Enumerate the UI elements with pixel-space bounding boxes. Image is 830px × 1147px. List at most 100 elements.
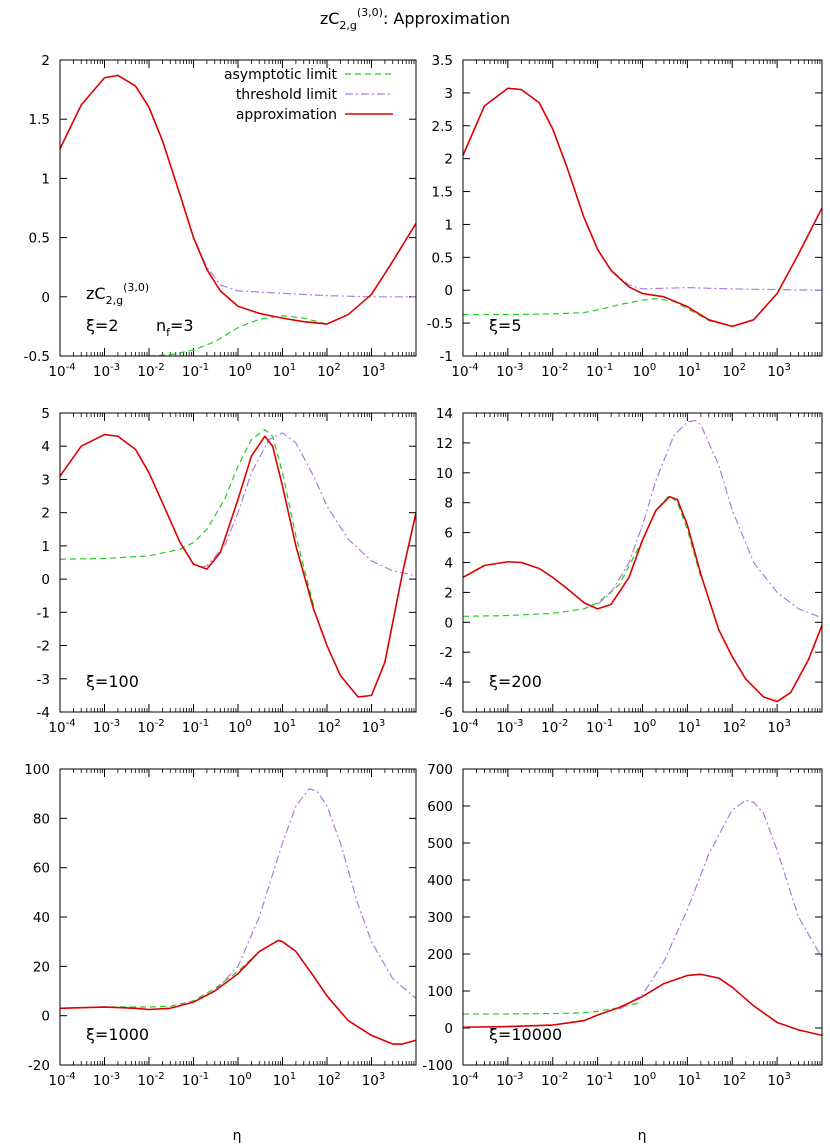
x-tick-label: 10-2 bbox=[137, 362, 164, 380]
y-tick-label: 0.5 bbox=[432, 250, 453, 266]
y-tick-label: 1.5 bbox=[432, 185, 453, 201]
y-tick-label: 4 bbox=[41, 439, 50, 455]
x-tick-label: 10-3 bbox=[93, 718, 120, 736]
x-tick-label: 10-1 bbox=[586, 718, 613, 736]
x-tick-label: 10-4 bbox=[451, 1071, 478, 1089]
x-tick-label: 100 bbox=[633, 718, 657, 736]
x-tick-label: 10-4 bbox=[48, 718, 75, 736]
x-tick-label: 10-1 bbox=[182, 1071, 209, 1089]
x-tick-label: 103 bbox=[767, 718, 791, 736]
y-tick-label: 60 bbox=[33, 861, 50, 877]
x-tick-label: 100 bbox=[228, 362, 252, 380]
x-tick-label: 10-2 bbox=[137, 718, 164, 736]
x-tick-label: 102 bbox=[317, 718, 341, 736]
x-tick-label: 102 bbox=[722, 718, 746, 736]
x-tick-label: 10-2 bbox=[541, 718, 568, 736]
y-tick-label: -1 bbox=[440, 349, 453, 365]
series-threshold-line bbox=[201, 432, 416, 577]
y-tick-label: -4 bbox=[37, 705, 50, 721]
panel-xi-1000: -20 0 20 40 60 80 100 10-4 10-3 10-2 10-1 100 101 102… bbox=[24, 762, 417, 1089]
panel-xi-2: -0.5 0 0.5 1 1.5 2 10-4 10-3 10-2 10-1 100 101 102 10… bbox=[24, 53, 417, 380]
x-tick-label: 101 bbox=[273, 718, 297, 736]
y-tick-label: 100 bbox=[427, 984, 453, 1000]
x-tick-label: 100 bbox=[228, 718, 252, 736]
x-tick-label: 101 bbox=[678, 1071, 702, 1089]
series-asymptotic-line bbox=[463, 1001, 643, 1015]
y-tick-label: 0 bbox=[41, 1009, 50, 1025]
x-tick-label: 101 bbox=[678, 362, 702, 380]
plot-frame bbox=[462, 412, 823, 713]
panel-annotation-nf: nf=3 bbox=[156, 316, 194, 339]
legend-label: approximation bbox=[236, 107, 337, 123]
series-approximation-line bbox=[60, 74, 416, 325]
y-tick-label: 4 bbox=[444, 556, 453, 572]
y-tick-label: 2 bbox=[41, 506, 50, 522]
panel-xi-100: -4 -3 -2 -1 0 1 2 3 4 5 10-4 10-3 10-2 10-1 100 101 102 1… bbox=[37, 406, 417, 736]
y-tick-label: 20 bbox=[33, 959, 50, 975]
x-tick-label: 100 bbox=[633, 1071, 657, 1089]
series-asymptotic-line bbox=[148, 315, 328, 356]
series-threshold-line bbox=[463, 87, 822, 291]
y-tick-label: -0.5 bbox=[24, 349, 50, 365]
y-tick-label: -3 bbox=[37, 672, 50, 688]
series-approximation-line bbox=[463, 87, 822, 328]
x-tick-label: 102 bbox=[317, 362, 341, 380]
y-tick-label: 5 bbox=[41, 406, 50, 422]
x-tick-label: 10-2 bbox=[541, 1071, 568, 1089]
series-asymptotic-line bbox=[60, 951, 260, 1009]
panel-formula: zC2,g(3,0) bbox=[86, 281, 149, 307]
y-tick-label: -2 bbox=[440, 645, 453, 661]
x-tick-label: 100 bbox=[633, 362, 657, 380]
panel-annotation: ξ=2 bbox=[86, 316, 119, 335]
plot-frame bbox=[59, 768, 417, 1066]
x-tick-label: 102 bbox=[317, 1071, 341, 1089]
panel-annotation: ξ=10000 bbox=[489, 1025, 562, 1044]
x-tick-label: 10-2 bbox=[137, 1071, 164, 1089]
y-tick-label: 10 bbox=[436, 466, 453, 482]
y-tick-label: -100 bbox=[422, 1058, 453, 1074]
y-tick-label: -6 bbox=[440, 705, 453, 721]
legend-label: asymptotic limit bbox=[224, 67, 338, 83]
x-tick-label: 10-4 bbox=[48, 1071, 75, 1089]
x-tick-label: 101 bbox=[273, 1071, 297, 1089]
y-tick-label: 12 bbox=[436, 436, 453, 452]
legend-label: threshold limit bbox=[236, 87, 338, 103]
x-tick-label: 102 bbox=[722, 362, 746, 380]
x-tick-label: 103 bbox=[362, 1071, 386, 1089]
series-threshold-line bbox=[214, 788, 416, 999]
y-tick-label: 3 bbox=[444, 86, 453, 102]
figure-title-sub: 2,g bbox=[339, 19, 356, 32]
x-tick-label: 100 bbox=[228, 1071, 252, 1089]
y-tick-label: 400 bbox=[427, 873, 453, 889]
x-tick-label: 10-4 bbox=[48, 362, 75, 380]
x-tick-label: 10-1 bbox=[586, 362, 613, 380]
x-tick-label: 10-1 bbox=[586, 1071, 613, 1089]
y-tick-label: 2 bbox=[444, 585, 453, 601]
x-tick-label: 101 bbox=[678, 718, 702, 736]
x-axis-label-right: η bbox=[638, 1128, 647, 1144]
plot-frame bbox=[59, 59, 417, 357]
x-tick-label: 10-3 bbox=[496, 718, 523, 736]
y-tick-label: 2 bbox=[41, 53, 50, 69]
series-asymptotic-line bbox=[60, 429, 315, 606]
series-approximation-line bbox=[60, 939, 416, 1045]
x-tick-label: 103 bbox=[362, 718, 386, 736]
y-tick-label: 40 bbox=[33, 910, 50, 926]
x-tick-label: 10-2 bbox=[541, 362, 568, 380]
plot-frame bbox=[462, 59, 823, 357]
figure-title: zC2,g(3,0): Approximation bbox=[320, 6, 510, 32]
x-tick-label: 103 bbox=[767, 362, 791, 380]
x-tick-label: 102 bbox=[722, 1071, 746, 1089]
plot-frame bbox=[59, 412, 417, 713]
x-tick-label: 10-4 bbox=[451, 718, 478, 736]
y-tick-label: -1 bbox=[37, 605, 50, 621]
panel-annotation: ξ=200 bbox=[489, 672, 542, 691]
y-tick-label: -4 bbox=[440, 675, 453, 691]
y-tick-label: -2 bbox=[37, 639, 50, 655]
panel-xi-200: -6 -4 -2 0 2 4 6 8 10 12 14 10-4 10-3 10-2 10-1 100 101 1… bbox=[436, 406, 823, 736]
y-tick-label: 1 bbox=[444, 217, 453, 233]
series-approximation-line bbox=[60, 433, 416, 698]
y-tick-label: 1.5 bbox=[29, 112, 50, 128]
y-tick-label: 0 bbox=[41, 572, 50, 588]
